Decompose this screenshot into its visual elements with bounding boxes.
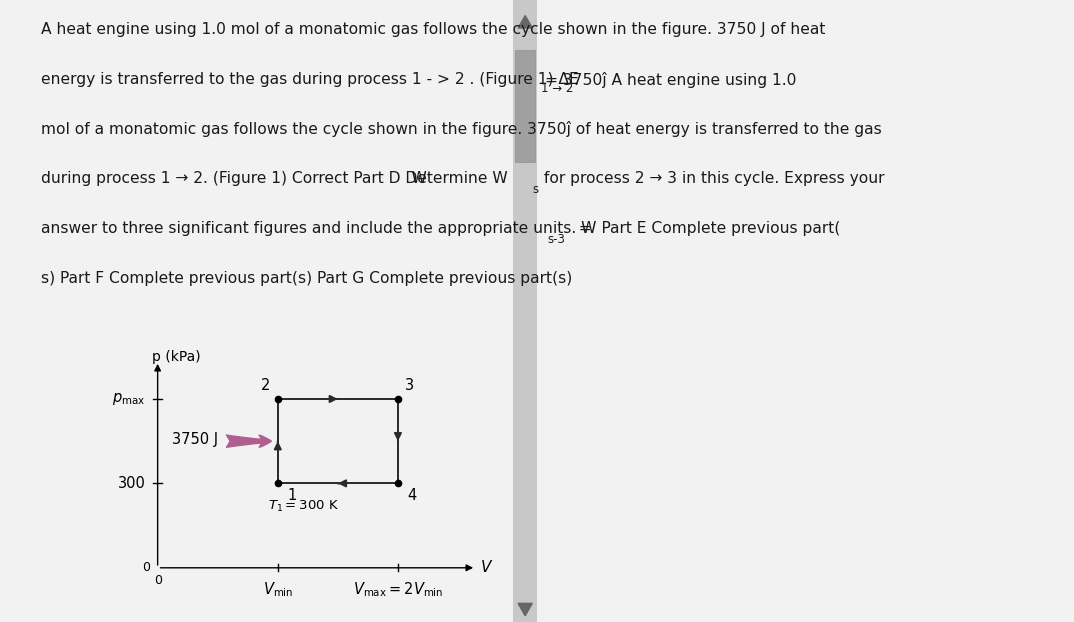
Text: 3: 3	[405, 378, 415, 393]
Text: s: s	[533, 183, 539, 196]
Text: 2: 2	[261, 378, 271, 393]
Text: 0: 0	[142, 561, 149, 574]
Text: 1: 1	[288, 488, 296, 503]
Text: s-3: s-3	[548, 233, 566, 246]
Text: 4: 4	[407, 488, 417, 503]
Text: $V_{\mathrm{max}}=2V_{\mathrm{min}}$: $V_{\mathrm{max}}=2V_{\mathrm{min}}$	[352, 580, 444, 599]
Text: 0: 0	[154, 574, 162, 587]
Text: A heat engine using 1.0 mol of a monatomic gas follows the cycle shown in the fi: A heat engine using 1.0 mol of a monatom…	[41, 22, 825, 37]
Text: 3750 J: 3750 J	[172, 432, 218, 447]
Polygon shape	[518, 603, 533, 616]
Text: = 3750ĵ A heat engine using 1.0: = 3750ĵ A heat engine using 1.0	[545, 72, 796, 88]
Text: s) Part F Complete previous part(s) Part G Complete previous part(s): s) Part F Complete previous part(s) Part…	[41, 271, 572, 285]
Text: $p_{\mathrm{max}}$: $p_{\mathrm{max}}$	[113, 391, 146, 407]
Text: answer to three significant figures and include the appropriate units. W: answer to three significant figures and …	[41, 221, 596, 236]
Text: $V_{\mathrm{min}}$: $V_{\mathrm{min}}$	[262, 580, 293, 599]
Text: V: V	[480, 560, 491, 575]
Text: energy is transferred to the gas during process 1 - > 2 . (Figure 1) ΔE: energy is transferred to the gas during …	[41, 72, 579, 86]
Text: for process 2 → 3 in this cycle. Express your: for process 2 → 3 in this cycle. Express…	[539, 171, 885, 186]
Text: during process 1 → 2. (Figure 1) Correct Part D Determine W: during process 1 → 2. (Figure 1) Correct…	[41, 171, 508, 186]
Text: W: W	[41, 171, 426, 186]
Text: 1 → 2: 1 → 2	[541, 82, 574, 95]
Polygon shape	[518, 16, 533, 28]
Text: =  Part E Complete previous part(: = Part E Complete previous part(	[569, 221, 841, 236]
Text: 300: 300	[118, 476, 146, 491]
Text: mol of a monatomic gas follows the cycle shown in the figure. 3750ĵ of heat ener: mol of a monatomic gas follows the cycle…	[41, 121, 882, 137]
Text: p (kPa): p (kPa)	[151, 350, 200, 364]
Text: $T_1 = 300$ K: $T_1 = 300$ K	[268, 499, 339, 514]
Bar	[516, 50, 535, 162]
